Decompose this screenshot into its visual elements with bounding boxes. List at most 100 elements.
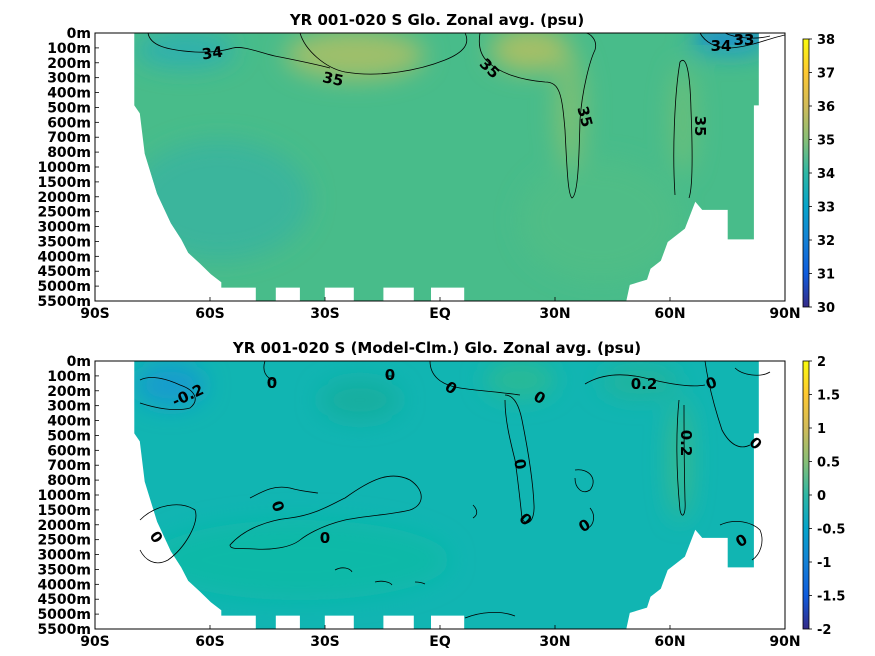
colorbar-tick-label: 30 (817, 301, 835, 316)
y-tick-label: 3000m (37, 220, 91, 236)
y-tick-label: 5000m (37, 607, 91, 623)
y-tick-label: 5500m (37, 294, 91, 310)
x-tick-label: 60S (195, 634, 225, 650)
x-tick-label: 30S (310, 634, 340, 650)
x-tick-label: 90S (80, 634, 110, 650)
contour-label: 33 (734, 31, 755, 49)
contour-label: 0 (320, 529, 330, 547)
colorbar-tick-label: -0.5 (817, 523, 845, 538)
x-tick-label: EQ (429, 634, 451, 650)
contour-labels: 34 35 35 35 35 34 33 (201, 31, 755, 136)
colorbar-tick-label: 1 (817, 422, 826, 437)
y-tick-label: 2000m (37, 518, 91, 534)
y-tick-label: 0m (67, 26, 91, 42)
contour-label: 0.2 (631, 375, 658, 393)
y-tick-label: 4000m (37, 577, 91, 593)
x-tick-label: 90N (769, 634, 800, 650)
y-tick-label: 5500m (37, 622, 91, 638)
y-tick-label: 700m (47, 130, 91, 146)
chart-title: YR 001-020 S Glo. Zonal avg. (psu) (289, 11, 584, 29)
x-axis: 90S 60S 30S EQ 30N 60N 90N (80, 625, 801, 650)
colorbar-tick-label: 33 (817, 201, 835, 216)
colorbar-ticks: -2 -1.5 -1 -0.5 0 0.5 1 1.5 2 (809, 355, 845, 638)
contours (147, 32, 786, 199)
colorbar-tick-label: 34 (817, 167, 835, 182)
y-tick-label: 800m (47, 473, 91, 489)
colorbar-tick-label: 32 (817, 234, 835, 249)
colorbar: -2 -1.5 -1 -0.5 0 0.5 1 1.5 2 (802, 355, 845, 638)
colorbar-tick-label: -2 (817, 623, 831, 638)
x-tick-label: EQ (429, 306, 451, 322)
y-tick-label: 600m (47, 443, 91, 459)
x-tick-label: 90N (769, 306, 800, 322)
y-tick-label: 100m (47, 369, 91, 385)
salinity-field (134, 33, 759, 301)
anomaly-field (134, 361, 759, 629)
y-tick-label: 200m (47, 56, 91, 72)
y-tick-label: 4500m (37, 264, 91, 280)
contour-label: 35 (573, 104, 596, 129)
colorbar-tick-label: 36 (817, 100, 835, 115)
y-tick-label: 300m (47, 71, 91, 87)
x-tick-label: 60N (654, 634, 685, 650)
contour-label: 34 (711, 37, 732, 55)
y-axis: 0m100m200m300m400m500m600m700m800m1000m1… (37, 26, 99, 310)
y-tick-label: 0m (67, 354, 91, 370)
y-tick-label: 300m (47, 399, 91, 415)
colorbar-tick-label: 35 (817, 134, 835, 149)
colorbar-tick-label: 38 (817, 33, 835, 48)
x-tick-label: 30N (539, 306, 570, 322)
x-tick-label: 30N (539, 634, 570, 650)
y-tick-label: 3000m (37, 548, 91, 564)
y-tick-label: 200m (47, 384, 91, 400)
y-tick-label: 400m (47, 414, 91, 430)
y-tick-label: 2000m (37, 190, 91, 206)
colorbar-tick-label: 1.5 (817, 389, 840, 404)
contour-label: 0.2 (677, 430, 695, 457)
contours (139, 360, 771, 619)
panel-salinity-anomaly: YR 001-020 S (Model-Clm.) Glo. Zonal avg… (37, 339, 845, 650)
y-tick-label: 3500m (37, 562, 91, 578)
colorbar-tick-label: 37 (817, 67, 835, 82)
colorbar-gradient (802, 360, 810, 630)
y-tick-label: 1500m (37, 503, 91, 519)
y-tick-label: 3500m (37, 234, 91, 250)
contour-label: 34 (201, 43, 224, 64)
y-tick-label: 500m (47, 428, 91, 444)
y-tick-label: 1000m (37, 160, 91, 176)
colorbar-tick-label: -1 (817, 556, 831, 571)
y-tick-label: 1000m (37, 488, 91, 504)
colorbar-tick-label: -1.5 (817, 590, 845, 605)
x-tick-label: 60S (195, 306, 225, 322)
y-tick-label: 2500m (37, 205, 91, 221)
y-axis: 0m100m200m300m400m500m600m700m800m1000m1… (37, 354, 99, 638)
y-tick-label: 2500m (37, 533, 91, 549)
y-tick-label: 600m (47, 115, 91, 131)
chart-title: YR 001-020 S (Model-Clm.) Glo. Zonal avg… (232, 339, 641, 357)
x-tick-label: 30S (310, 306, 340, 322)
contour-label: 0 (510, 457, 530, 470)
colorbar: 30 31 32 33 34 35 36 37 38 (802, 33, 835, 316)
panel-salinity: YR 001-020 S Glo. Zonal avg. (psu) (37, 11, 835, 322)
colorbar-tick-label: 2 (817, 355, 826, 370)
y-tick-label: 800m (47, 145, 91, 161)
contour-label: 0 (267, 374, 277, 392)
contour-label: 0 (385, 366, 395, 384)
y-tick-label: 4000m (37, 249, 91, 265)
x-tick-label: 90S (80, 306, 110, 322)
contour-label: 35 (691, 116, 709, 137)
y-tick-label: 100m (47, 41, 91, 57)
colorbar-ticks: 30 31 32 33 34 35 36 37 38 (809, 33, 835, 316)
y-tick-label: 1500m (37, 175, 91, 191)
colorbar-tick-label: 0.5 (817, 456, 840, 471)
x-axis: 90S 60S 30S EQ 30N 60N 90N (80, 297, 801, 322)
y-tick-label: 5000m (37, 279, 91, 295)
y-tick-label: 4500m (37, 592, 91, 608)
contour-label: 35 (321, 68, 345, 90)
colorbar-gradient (802, 38, 810, 308)
colorbar-tick-label: 0 (817, 489, 826, 504)
y-tick-label: 500m (47, 100, 91, 116)
colorbar-tick-label: 31 (817, 268, 835, 283)
y-tick-label: 700m (47, 458, 91, 474)
